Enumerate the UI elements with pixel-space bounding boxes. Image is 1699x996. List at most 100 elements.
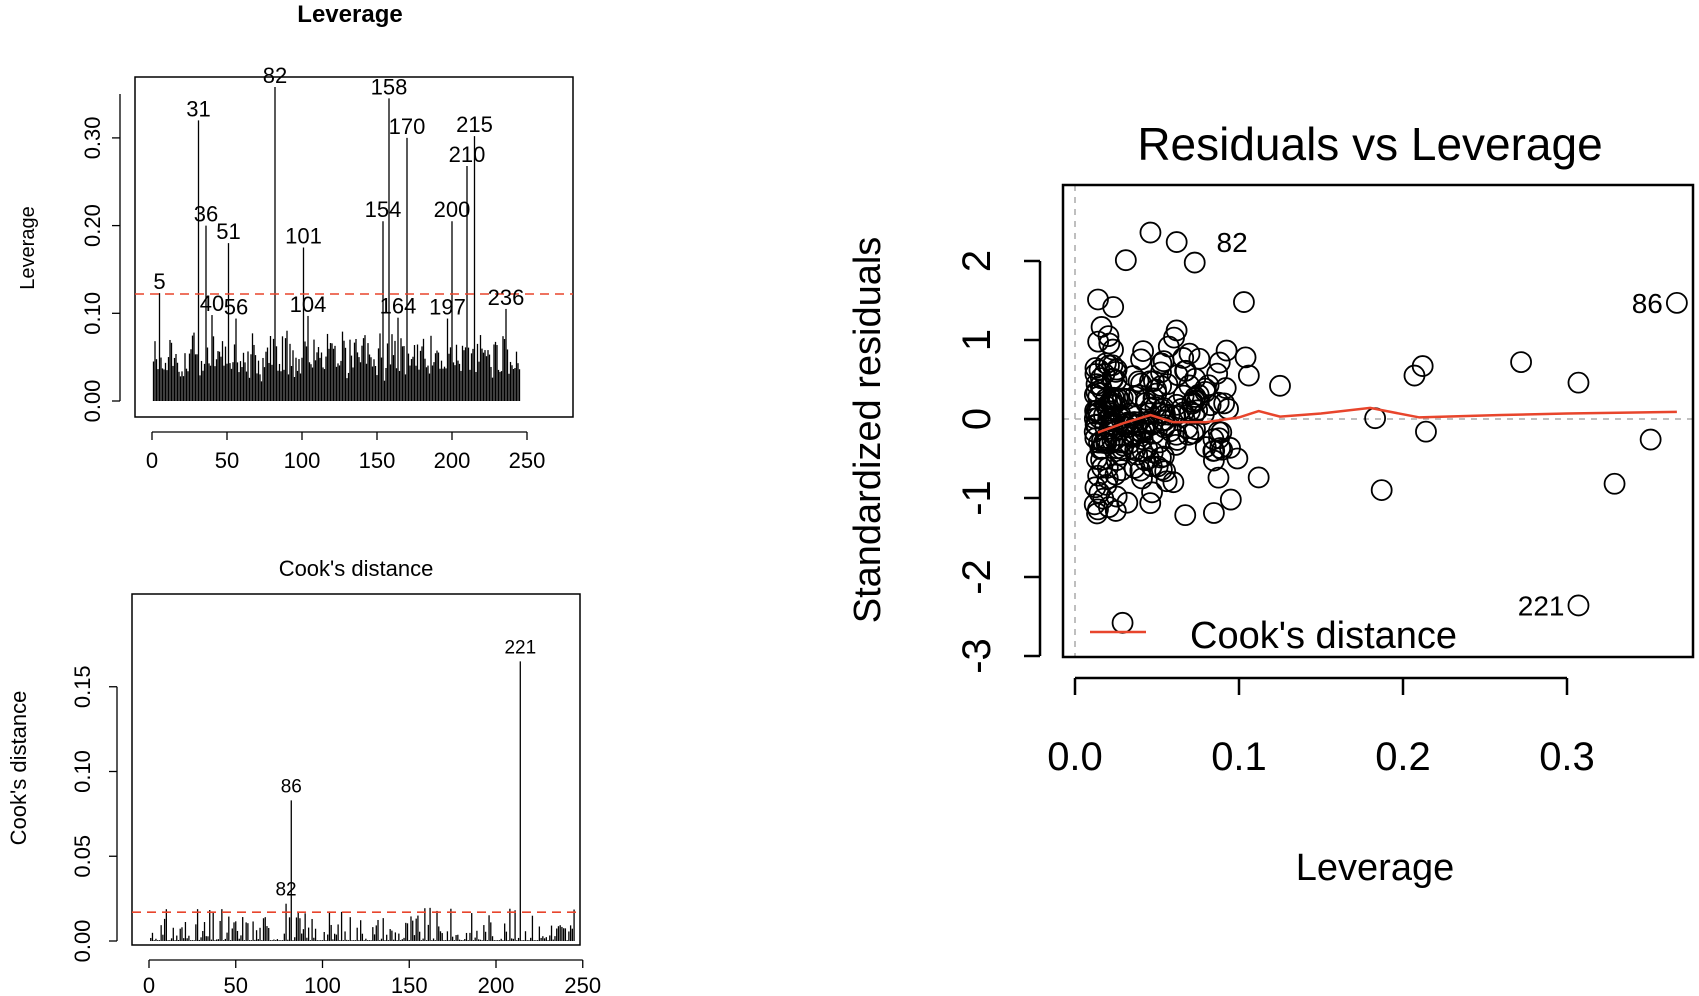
residual-point: [1105, 369, 1128, 392]
residuals-point-labels: 82 86 221: [1217, 227, 1663, 621]
residual-point: [1219, 436, 1241, 459]
residual-point: [1215, 339, 1238, 362]
leverage-point-label: 82: [263, 63, 287, 88]
residual-point: [1237, 364, 1260, 387]
residual-point: [1155, 470, 1178, 493]
leverage-point-label: 51: [216, 219, 240, 244]
residual-point: [1152, 445, 1175, 468]
residuals-y-axis: 2 1 0 -1 -2 -3: [955, 250, 1042, 674]
leverage-point-label: 154: [365, 197, 402, 222]
residual-point: [1567, 594, 1590, 617]
leverage-y-axis-label: Leverage: [17, 206, 39, 289]
residual-point: [1087, 288, 1109, 311]
residual-point: [1093, 363, 1116, 385]
residual-point: [1567, 371, 1590, 394]
x-tick-label: 0: [143, 973, 155, 996]
residual-point: [1234, 346, 1257, 369]
cooks-distance-panel: Cook's distance Cook's distance 8286221 …: [6, 556, 601, 996]
leverage-point-label: 56: [224, 295, 248, 320]
residual-point: [1116, 491, 1139, 514]
residual-point: [1166, 364, 1189, 387]
residual-point: [1226, 447, 1249, 470]
residual-point: [1084, 399, 1106, 422]
residual-point: [1130, 372, 1153, 395]
residual-point: [1102, 296, 1125, 318]
leverage-point-label: 104: [290, 292, 327, 317]
leverage-point-label: 5: [153, 269, 165, 294]
cooks-distance-title: Cook's distance: [279, 556, 434, 581]
residual-point: [1370, 479, 1393, 502]
residual-point: [1090, 316, 1113, 338]
residual-point: [1183, 251, 1206, 274]
residual-point: [1083, 383, 1106, 406]
residual-point: [1096, 456, 1119, 479]
leverage-point-label: 40: [200, 291, 224, 316]
residual-point: [1087, 498, 1109, 521]
residual-point: [1184, 367, 1207, 390]
residual-point-label: 86: [1632, 288, 1663, 319]
residuals-smooth-line: [1097, 406, 1677, 434]
residual-point: [1174, 504, 1197, 527]
x-tick-label: 0.1: [1211, 735, 1267, 779]
residual-point-label: 221: [1518, 590, 1565, 621]
residual-point: [1162, 471, 1185, 494]
residual-point: [1102, 338, 1124, 361]
residual-point: [1207, 391, 1230, 414]
cooks-distance-plot-frame: [131, 593, 581, 946]
cooks-distance-point-labels: 82 86 221: [275, 637, 536, 900]
residuals-x-axis: 0.0 0.1 0.2 0.3: [1047, 676, 1595, 779]
residual-point: [1109, 443, 1132, 466]
y-tick-label: 0.30: [80, 116, 105, 159]
x-tick-label: 250: [564, 973, 601, 996]
x-tick-label: 0.0: [1047, 735, 1103, 779]
residual-point: [1219, 488, 1242, 511]
leverage-point-label: 170: [389, 114, 426, 139]
residual-point: [1130, 348, 1152, 371]
y-tick-label: -2: [955, 559, 999, 595]
x-tick-label: 50: [215, 448, 239, 473]
x-tick-label: 150: [359, 448, 396, 473]
leverage-point-label: 36: [194, 202, 218, 227]
residual-point: [1089, 367, 1112, 390]
residual-point: [1101, 354, 1124, 377]
residuals-plot-frame: [1061, 183, 1695, 659]
residual-point: [1269, 374, 1291, 397]
residual-point: [1403, 364, 1426, 387]
x-tick-label: 0.3: [1539, 735, 1595, 779]
residual-point: [1176, 417, 1199, 440]
cooks-distance-point-label: 82: [275, 880, 296, 901]
leverage-x-axis: 0 50 100 150 200 250: [146, 431, 545, 473]
y-tick-label: 0.20: [80, 204, 105, 247]
leverage-point-label: 164: [380, 294, 417, 319]
x-tick-label: 200: [478, 973, 515, 996]
y-tick-label: 0.10: [70, 750, 95, 793]
residual-point: [1178, 342, 1201, 365]
residual-point: [1150, 458, 1173, 481]
leverage-point-label: 210: [449, 142, 486, 167]
cooks-distance-legend: Cook's distance: [1090, 615, 1457, 657]
residuals-vs-leverage-panel: Residuals vs Leverage Standardized resid…: [847, 118, 1695, 889]
leverage-point-label: 197: [429, 295, 466, 320]
residual-point: [1104, 500, 1127, 522]
residual-point: [1165, 423, 1188, 446]
residual-point: [1233, 291, 1255, 313]
residual-point: [1132, 340, 1155, 362]
leverage-bars: [152, 87, 521, 401]
y-tick-label: 0.00: [70, 920, 95, 963]
residuals-vs-leverage-title: Residuals vs Leverage: [1137, 118, 1602, 170]
y-tick-label: 0.10: [80, 292, 105, 335]
residual-point: [1105, 485, 1128, 508]
residual-point-label: 82: [1217, 227, 1248, 258]
x-tick-label: 0: [146, 448, 158, 473]
residual-point: [1165, 231, 1188, 253]
x-tick-label: 0.2: [1375, 735, 1431, 779]
residual-point: [1117, 411, 1140, 434]
residual-point: [1183, 403, 1206, 425]
residual-point: [1206, 362, 1229, 385]
residual-point: [1096, 467, 1119, 490]
residual-point: [1124, 423, 1147, 446]
residuals-y-axis-label: Standardized residuals: [847, 237, 889, 624]
residual-point: [1150, 361, 1172, 384]
